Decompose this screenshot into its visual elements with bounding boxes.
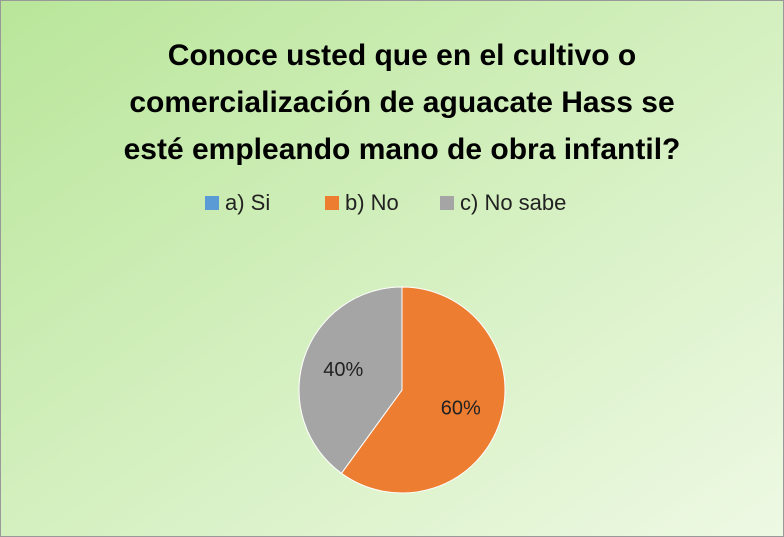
pie-slice: [298, 286, 403, 475]
legend-swatch: [205, 196, 219, 210]
legend-label: a) Si: [225, 190, 270, 215]
legend-swatch: [325, 196, 339, 210]
legend-swatch: [440, 196, 454, 210]
pie-slice: [340, 286, 506, 494]
legend-label: b) No: [345, 190, 399, 215]
legend-label: c) No sabe: [460, 190, 566, 215]
chart-title: esté empleando mano de obra infantil?: [124, 133, 681, 166]
data-label: 40%: [323, 359, 363, 381]
data-label: 60%: [441, 397, 481, 419]
chart-title: Conoce usted que en el cultivo o: [168, 39, 636, 72]
chart-title: comercialización de aguacate Hass se: [129, 86, 674, 119]
